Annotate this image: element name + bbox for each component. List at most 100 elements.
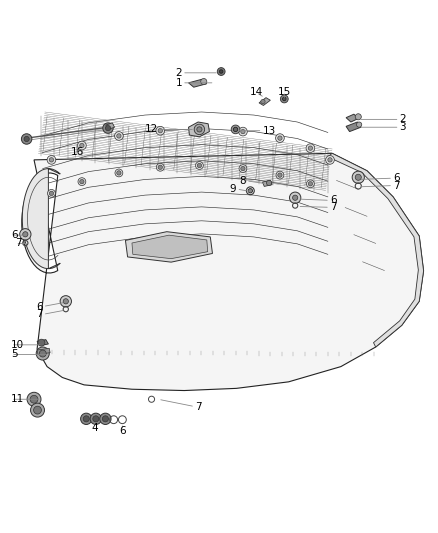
Circle shape — [60, 296, 71, 307]
Polygon shape — [328, 154, 424, 347]
Circle shape — [81, 413, 92, 424]
Circle shape — [194, 124, 205, 135]
Circle shape — [241, 166, 245, 171]
Circle shape — [78, 141, 86, 150]
Text: 9: 9 — [230, 184, 237, 194]
Circle shape — [308, 146, 313, 150]
Circle shape — [278, 173, 282, 177]
Circle shape — [328, 158, 332, 162]
Circle shape — [355, 174, 361, 180]
Circle shape — [233, 127, 238, 132]
Circle shape — [83, 416, 89, 422]
Text: 6: 6 — [393, 173, 400, 183]
Circle shape — [27, 392, 41, 406]
Text: 5: 5 — [11, 350, 18, 359]
Circle shape — [38, 339, 45, 346]
Circle shape — [195, 124, 204, 133]
Circle shape — [158, 165, 162, 169]
Circle shape — [357, 122, 362, 127]
Circle shape — [117, 171, 121, 175]
Text: 12: 12 — [145, 124, 158, 134]
Circle shape — [36, 347, 49, 360]
Circle shape — [80, 180, 84, 184]
Polygon shape — [37, 349, 50, 354]
Polygon shape — [188, 122, 209, 137]
Circle shape — [30, 395, 38, 403]
Circle shape — [355, 114, 361, 120]
Circle shape — [80, 143, 84, 148]
Circle shape — [307, 180, 314, 188]
Circle shape — [20, 229, 31, 240]
Polygon shape — [37, 340, 48, 346]
Text: 2: 2 — [399, 115, 406, 124]
Circle shape — [197, 127, 202, 132]
Circle shape — [197, 163, 201, 168]
Circle shape — [34, 406, 42, 414]
Circle shape — [47, 189, 55, 197]
Circle shape — [217, 68, 225, 76]
Text: 13: 13 — [262, 126, 276, 136]
Circle shape — [106, 125, 111, 131]
Text: 14: 14 — [249, 87, 263, 98]
Circle shape — [156, 126, 165, 135]
Circle shape — [201, 78, 207, 85]
Text: 11: 11 — [11, 394, 24, 404]
Circle shape — [24, 136, 29, 142]
Circle shape — [115, 169, 123, 177]
Circle shape — [219, 70, 223, 73]
Polygon shape — [106, 123, 115, 130]
Text: 6: 6 — [330, 196, 337, 205]
Text: 2: 2 — [175, 68, 182, 78]
Circle shape — [266, 180, 272, 185]
Circle shape — [158, 128, 162, 133]
Polygon shape — [125, 232, 212, 262]
Circle shape — [231, 125, 240, 134]
Polygon shape — [259, 98, 270, 106]
Circle shape — [63, 298, 68, 304]
Text: 7: 7 — [195, 402, 201, 411]
Text: 3: 3 — [399, 122, 406, 132]
Text: 8: 8 — [239, 176, 246, 186]
Circle shape — [21, 134, 32, 144]
Circle shape — [47, 156, 56, 164]
Polygon shape — [346, 122, 361, 132]
Circle shape — [49, 158, 53, 162]
Text: 15: 15 — [278, 87, 291, 98]
Circle shape — [241, 130, 245, 134]
Circle shape — [49, 191, 53, 196]
Text: 6: 6 — [119, 426, 126, 436]
Circle shape — [276, 171, 284, 179]
Circle shape — [352, 171, 364, 183]
Circle shape — [195, 161, 203, 169]
Circle shape — [325, 156, 334, 164]
Text: 7: 7 — [393, 181, 400, 191]
Circle shape — [197, 126, 201, 130]
Circle shape — [280, 95, 288, 103]
Circle shape — [31, 403, 45, 417]
Circle shape — [39, 350, 46, 357]
Circle shape — [308, 182, 313, 186]
Text: 7: 7 — [330, 203, 337, 212]
Circle shape — [248, 189, 253, 193]
Polygon shape — [346, 114, 358, 122]
Circle shape — [93, 416, 99, 422]
Text: 6: 6 — [11, 230, 18, 240]
Circle shape — [156, 163, 164, 171]
Circle shape — [276, 134, 284, 142]
Text: 7: 7 — [36, 309, 43, 319]
Circle shape — [293, 195, 298, 200]
Circle shape — [283, 97, 286, 101]
Text: 16: 16 — [71, 148, 84, 157]
Circle shape — [23, 232, 28, 237]
Circle shape — [239, 127, 247, 136]
Polygon shape — [22, 154, 424, 391]
Polygon shape — [22, 168, 60, 269]
Circle shape — [239, 165, 247, 173]
Circle shape — [290, 192, 301, 204]
Text: 6: 6 — [36, 302, 43, 312]
Circle shape — [306, 144, 315, 152]
Circle shape — [115, 132, 123, 140]
Text: 7: 7 — [15, 238, 22, 248]
Polygon shape — [262, 180, 272, 187]
Text: 4: 4 — [92, 423, 98, 433]
